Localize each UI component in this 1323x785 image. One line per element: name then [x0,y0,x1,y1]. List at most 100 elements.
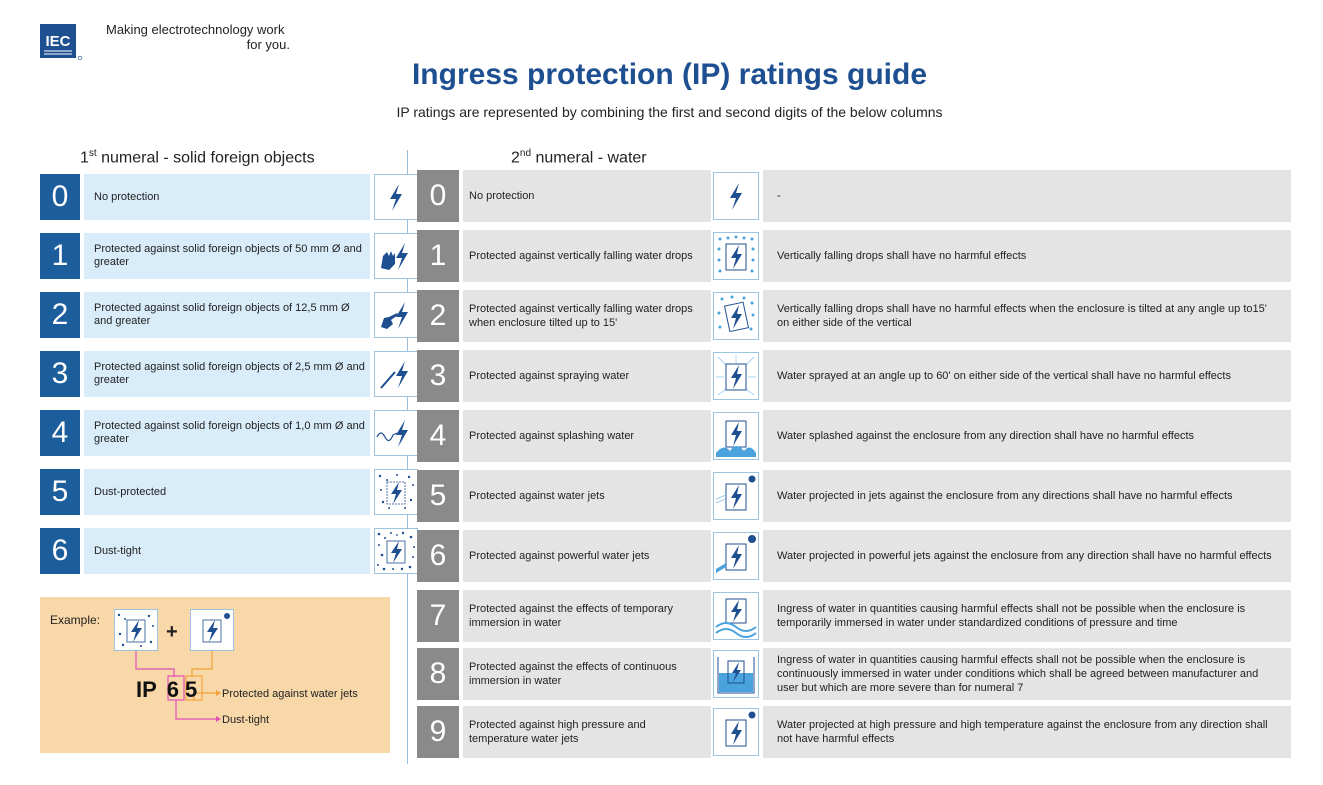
row-description: Protected against solid foreign objects … [84,233,370,279]
water-row-6: 6 Protected against powerful water jets … [417,530,1291,582]
water-row-4: 4 Protected against splashing water Wate… [417,410,1291,462]
numeral-box: 2 [417,290,459,342]
pressure-jet-lightning-icon [713,708,759,756]
numeral-box: 0 [40,174,80,220]
row-detail: Vertically falling drops shall have no h… [763,230,1291,282]
column-divider [407,150,408,764]
numeral-box: 0 [417,170,459,222]
water-row-1: 1 Protected against vertically falling w… [417,230,1291,282]
row-description: Protected against solid foreign objects … [84,292,370,338]
row-description: No protection [463,170,711,222]
numeral-box: 6 [417,530,459,582]
row-detail: Water sprayed at an angle up to 60' on e… [763,350,1291,402]
tagline: Making electrotechnology work for you. [106,22,296,52]
dense-dust-lightning-icon [114,609,158,651]
finger-lightning-icon [374,292,418,338]
solid-row-4: 4 Protected against solid foreign object… [40,410,418,456]
row-detail: Water projected in jets against the encl… [763,470,1291,522]
tilted-drops-lightning-icon [713,292,759,340]
wave-lightning-icon [713,592,759,640]
row-description: Protected against solid foreign objects … [84,351,370,397]
tool-lightning-icon [374,351,418,397]
example-note-jets: Protected against water jets [222,688,358,700]
numeral-box: 5 [40,469,80,515]
heading-ordinal: st [88,148,97,159]
row-description: No protection [84,174,370,220]
water-row-3: 3 Protected against spraying water Water… [417,350,1291,402]
numeral-box: 2 [40,292,80,338]
plus-sign: + [166,621,178,643]
row-description: Dust-protected [84,469,370,515]
numeral-box: 1 [40,233,80,279]
row-description: Protected against the effects of tempora… [463,590,711,642]
spray-lightning-icon [713,352,759,400]
example-label: Example: [50,613,101,627]
second-numeral-heading: 2nd numeral - water [511,148,647,167]
tagline-line-2: for you. [246,37,290,52]
water-row-5: 5 Protected against water jets Water pro… [417,470,1291,522]
water-row-8: 8 Protected against the effects of conti… [417,648,1291,700]
heading-digit: 2 [511,149,520,167]
numeral-box: 8 [417,648,459,700]
row-description: Protected against the effects of continu… [463,648,711,700]
numeral-box: 1 [417,230,459,282]
row-detail: Vertically falling drops shall have no h… [763,290,1291,342]
water-row-0: 0 No protection - [417,170,1291,222]
drops-lightning-icon [713,232,759,280]
water-row-7: 7 Protected against the effects of tempo… [417,590,1291,642]
first-numeral-heading: 1st numeral - solid foreign objects [80,148,315,167]
numeral-box: 6 [40,528,80,574]
row-detail: Ingress of water in quantities causing h… [763,648,1291,700]
solid-row-2: 2 Protected against solid foreign object… [40,292,418,338]
lightning-icon [374,174,418,220]
solid-row-0: 0 No protection [40,174,418,220]
heading-text: numeral - water [531,149,647,167]
tagline-line-1: Making electrotechnology work [106,22,285,37]
page-subtitle: IP ratings are represented by combining … [396,104,943,120]
heading-digit: 1 [80,149,89,167]
hand-lightning-icon [374,233,418,279]
wire-lightning-icon [374,410,418,456]
numeral-box: 9 [417,706,459,758]
row-description: Protected against water jets [463,470,711,522]
immersion-lightning-icon [713,650,759,698]
ip-prefix: IP [136,677,157,702]
numeral-box: 7 [417,590,459,642]
water-row-2: 2 Protected against vertically falling w… [417,290,1291,342]
solid-row-1: 1 Protected against solid foreign object… [40,233,418,279]
numeral-box: 3 [417,350,459,402]
row-description: Protected against powerful water jets [463,530,711,582]
example-code: IP 6 5 [136,677,197,703]
row-description: Dust-tight [84,528,370,574]
splash-lightning-icon [713,412,759,460]
example-digit-1: 6 [166,677,180,702]
lightning-icon [713,172,759,220]
numeral-box: 5 [417,470,459,522]
row-detail: Water splashed against the enclosure fro… [763,410,1291,462]
solid-row-3: 3 Protected against solid foreign object… [40,351,418,397]
example-note-dust: Dust-tight [222,714,270,726]
iec-logo: IEC [40,24,84,62]
row-detail: - [763,170,1291,222]
row-description: Protected against spraying water [463,350,711,402]
row-description: Protected against high pressure and temp… [463,706,711,758]
numeral-box: 3 [40,351,80,397]
powerful-jet-lightning-icon [713,532,759,580]
row-description: Protected against splashing water [463,410,711,462]
example-panel: Example: + IP 6 5 Protected against water … [40,597,390,753]
heading-ordinal: nd [519,148,532,159]
row-detail: Water projected in powerful jets against… [763,530,1291,582]
numeral-box: 4 [417,410,459,462]
row-description: Protected against vertically falling wat… [463,290,711,342]
jet-lightning-icon [190,609,234,651]
solid-row-6: 6 Dust-tight [40,528,418,574]
row-detail: Water projected at high pressure and hig… [763,706,1291,758]
solid-row-5: 5 Dust-protected [40,469,418,515]
dust-lightning-icon [374,469,418,515]
logo-text: IEC [45,33,70,50]
row-description: Protected against vertically falling wat… [463,230,711,282]
heading-text: numeral - solid foreign objects [96,149,315,167]
example-digit-2: 5 [185,677,198,702]
page-title: Ingress protection (IP) ratings guide [411,58,928,91]
row-description: Protected against solid foreign objects … [84,410,370,456]
